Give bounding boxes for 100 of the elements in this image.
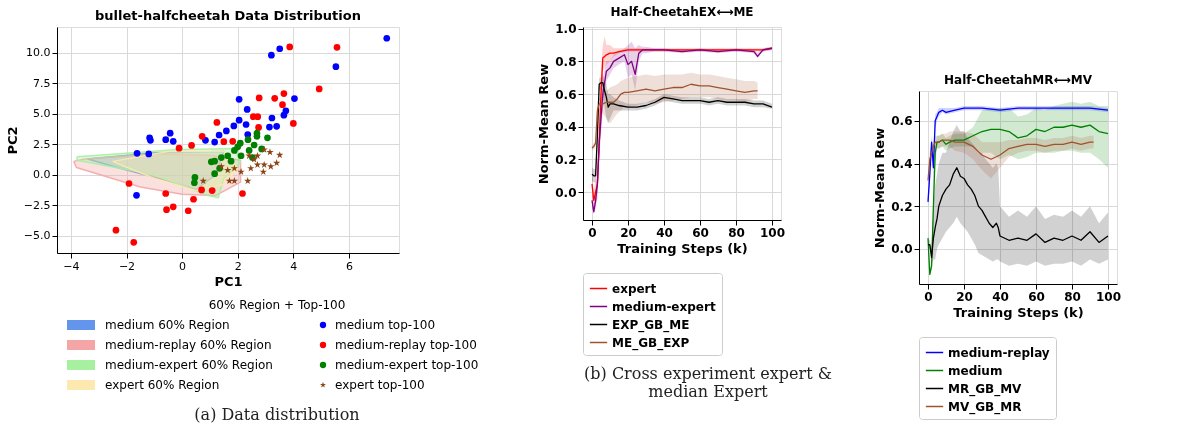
legend-label: medium-expert top-100: [335, 358, 479, 372]
legend-label: expert top-100: [335, 378, 425, 392]
point: [276, 45, 284, 53]
legend-label: expert: [612, 281, 657, 296]
point: [224, 152, 232, 160]
line-series: [927, 139, 1095, 182]
point: [254, 113, 262, 121]
point: [222, 127, 230, 135]
legend-label: medium-replay: [948, 345, 1050, 360]
y-tick-label: 7.5: [33, 76, 51, 90]
line-series: [927, 167, 1109, 258]
x-tick-label: 20: [620, 225, 637, 240]
point: [198, 132, 206, 140]
y-tick-label: 0.6: [891, 114, 913, 129]
point: [267, 162, 275, 170]
point: [190, 195, 197, 203]
point: [217, 154, 225, 161]
legend-label: medium-replay top-100: [335, 338, 477, 352]
point: [250, 141, 258, 149]
point: [207, 158, 215, 166]
y-tick-label: 0.2: [891, 199, 913, 214]
legend-label: MR_GB_MV: [948, 381, 1023, 397]
y-tick-label: −5.0: [23, 229, 51, 243]
legend-label: medium-expert 60% Region: [105, 358, 273, 372]
legend-label: expert 60% Region: [105, 378, 220, 392]
chart-title: Half-CheetahEX⟷ME: [610, 4, 754, 19]
point: [199, 177, 207, 185]
point: [291, 95, 298, 102]
x-tick-label: 20: [956, 289, 973, 304]
text: (a) Data distribution: [194, 405, 360, 424]
point: [188, 142, 195, 149]
x-tick-label: 60: [692, 225, 709, 240]
point: [383, 34, 391, 42]
x-tick-label: −4: [63, 259, 80, 273]
x-axis-title: PC1: [214, 273, 243, 289]
point: [280, 111, 288, 119]
y-tick-label: 10.0: [26, 46, 51, 60]
x-tick-label: 100: [1095, 289, 1122, 304]
point: [273, 122, 281, 130]
y-axis-title: PC2: [4, 126, 20, 155]
y-tick-label: 0.6: [555, 87, 577, 102]
chart-title: Half-CheetahMR⟷MV: [944, 73, 1093, 87]
point: [227, 157, 235, 165]
y-axis-title: Norm-Mean Rew: [872, 127, 888, 249]
legend-label: medium: [948, 363, 1003, 378]
legend-label: medium 60% Region: [105, 318, 230, 332]
point: [268, 51, 275, 59]
x-tick-label: 0: [588, 225, 597, 240]
y-tick-label: 0.4: [891, 157, 913, 172]
legend-label: medium-expert: [612, 299, 716, 314]
y-axis-title: Norm-Mean Rew: [536, 63, 552, 185]
point: [255, 94, 263, 102]
chart-title: bullet-halfcheetah Data Distribution: [95, 8, 361, 23]
point: [333, 43, 341, 51]
point: [280, 90, 288, 97]
legend-label: medium-replay 60% Region: [105, 338, 272, 352]
point: [279, 101, 286, 109]
x-tick-label: 2: [234, 259, 242, 273]
point: [163, 206, 170, 213]
x-tick-label: 0: [924, 289, 933, 304]
point: [266, 123, 273, 131]
point: [235, 95, 243, 103]
point: [237, 152, 245, 160]
point: [286, 43, 294, 51]
point: [234, 143, 242, 151]
x-axis-title: Training Steps (k): [617, 240, 748, 256]
point: [130, 239, 138, 246]
legend-title: 60% Region + Top-100: [208, 298, 346, 312]
y-tick-label: 0.0: [33, 168, 51, 182]
line-series: [591, 83, 759, 149]
legend-label: MV_GB_MR: [948, 399, 1022, 415]
point: [247, 164, 255, 172]
x-tick-label: 100: [759, 225, 786, 240]
point: [191, 179, 198, 187]
point: [112, 226, 120, 234]
point: [175, 144, 183, 152]
point: [133, 191, 140, 199]
y-tick-label: 0.0: [555, 185, 577, 200]
y-tick-label: 5.0: [33, 107, 51, 121]
point: [235, 116, 243, 124]
y-tick-label: 0.0: [891, 242, 913, 257]
y-tick-label: 2.5: [33, 137, 51, 151]
point: [230, 122, 238, 130]
point: [315, 85, 323, 93]
point: [332, 63, 340, 71]
x-tick-label: 80: [728, 225, 745, 240]
y-tick-label: 0.8: [555, 54, 577, 69]
point: [243, 106, 251, 113]
point: [255, 124, 262, 131]
point: [208, 187, 216, 194]
y-tick-label: 0.4: [555, 120, 577, 135]
point: [264, 134, 271, 142]
point: [162, 136, 170, 143]
legend-label: ME_GB_EXP: [612, 335, 690, 351]
text: (b) Cross experiment expert & median Expert: [584, 364, 832, 401]
point: [198, 186, 205, 194]
y-tick-label: 1.0: [555, 22, 577, 37]
point: [133, 149, 141, 157]
point: [215, 131, 223, 139]
legend-label: EXP_GB_ME: [612, 317, 690, 333]
